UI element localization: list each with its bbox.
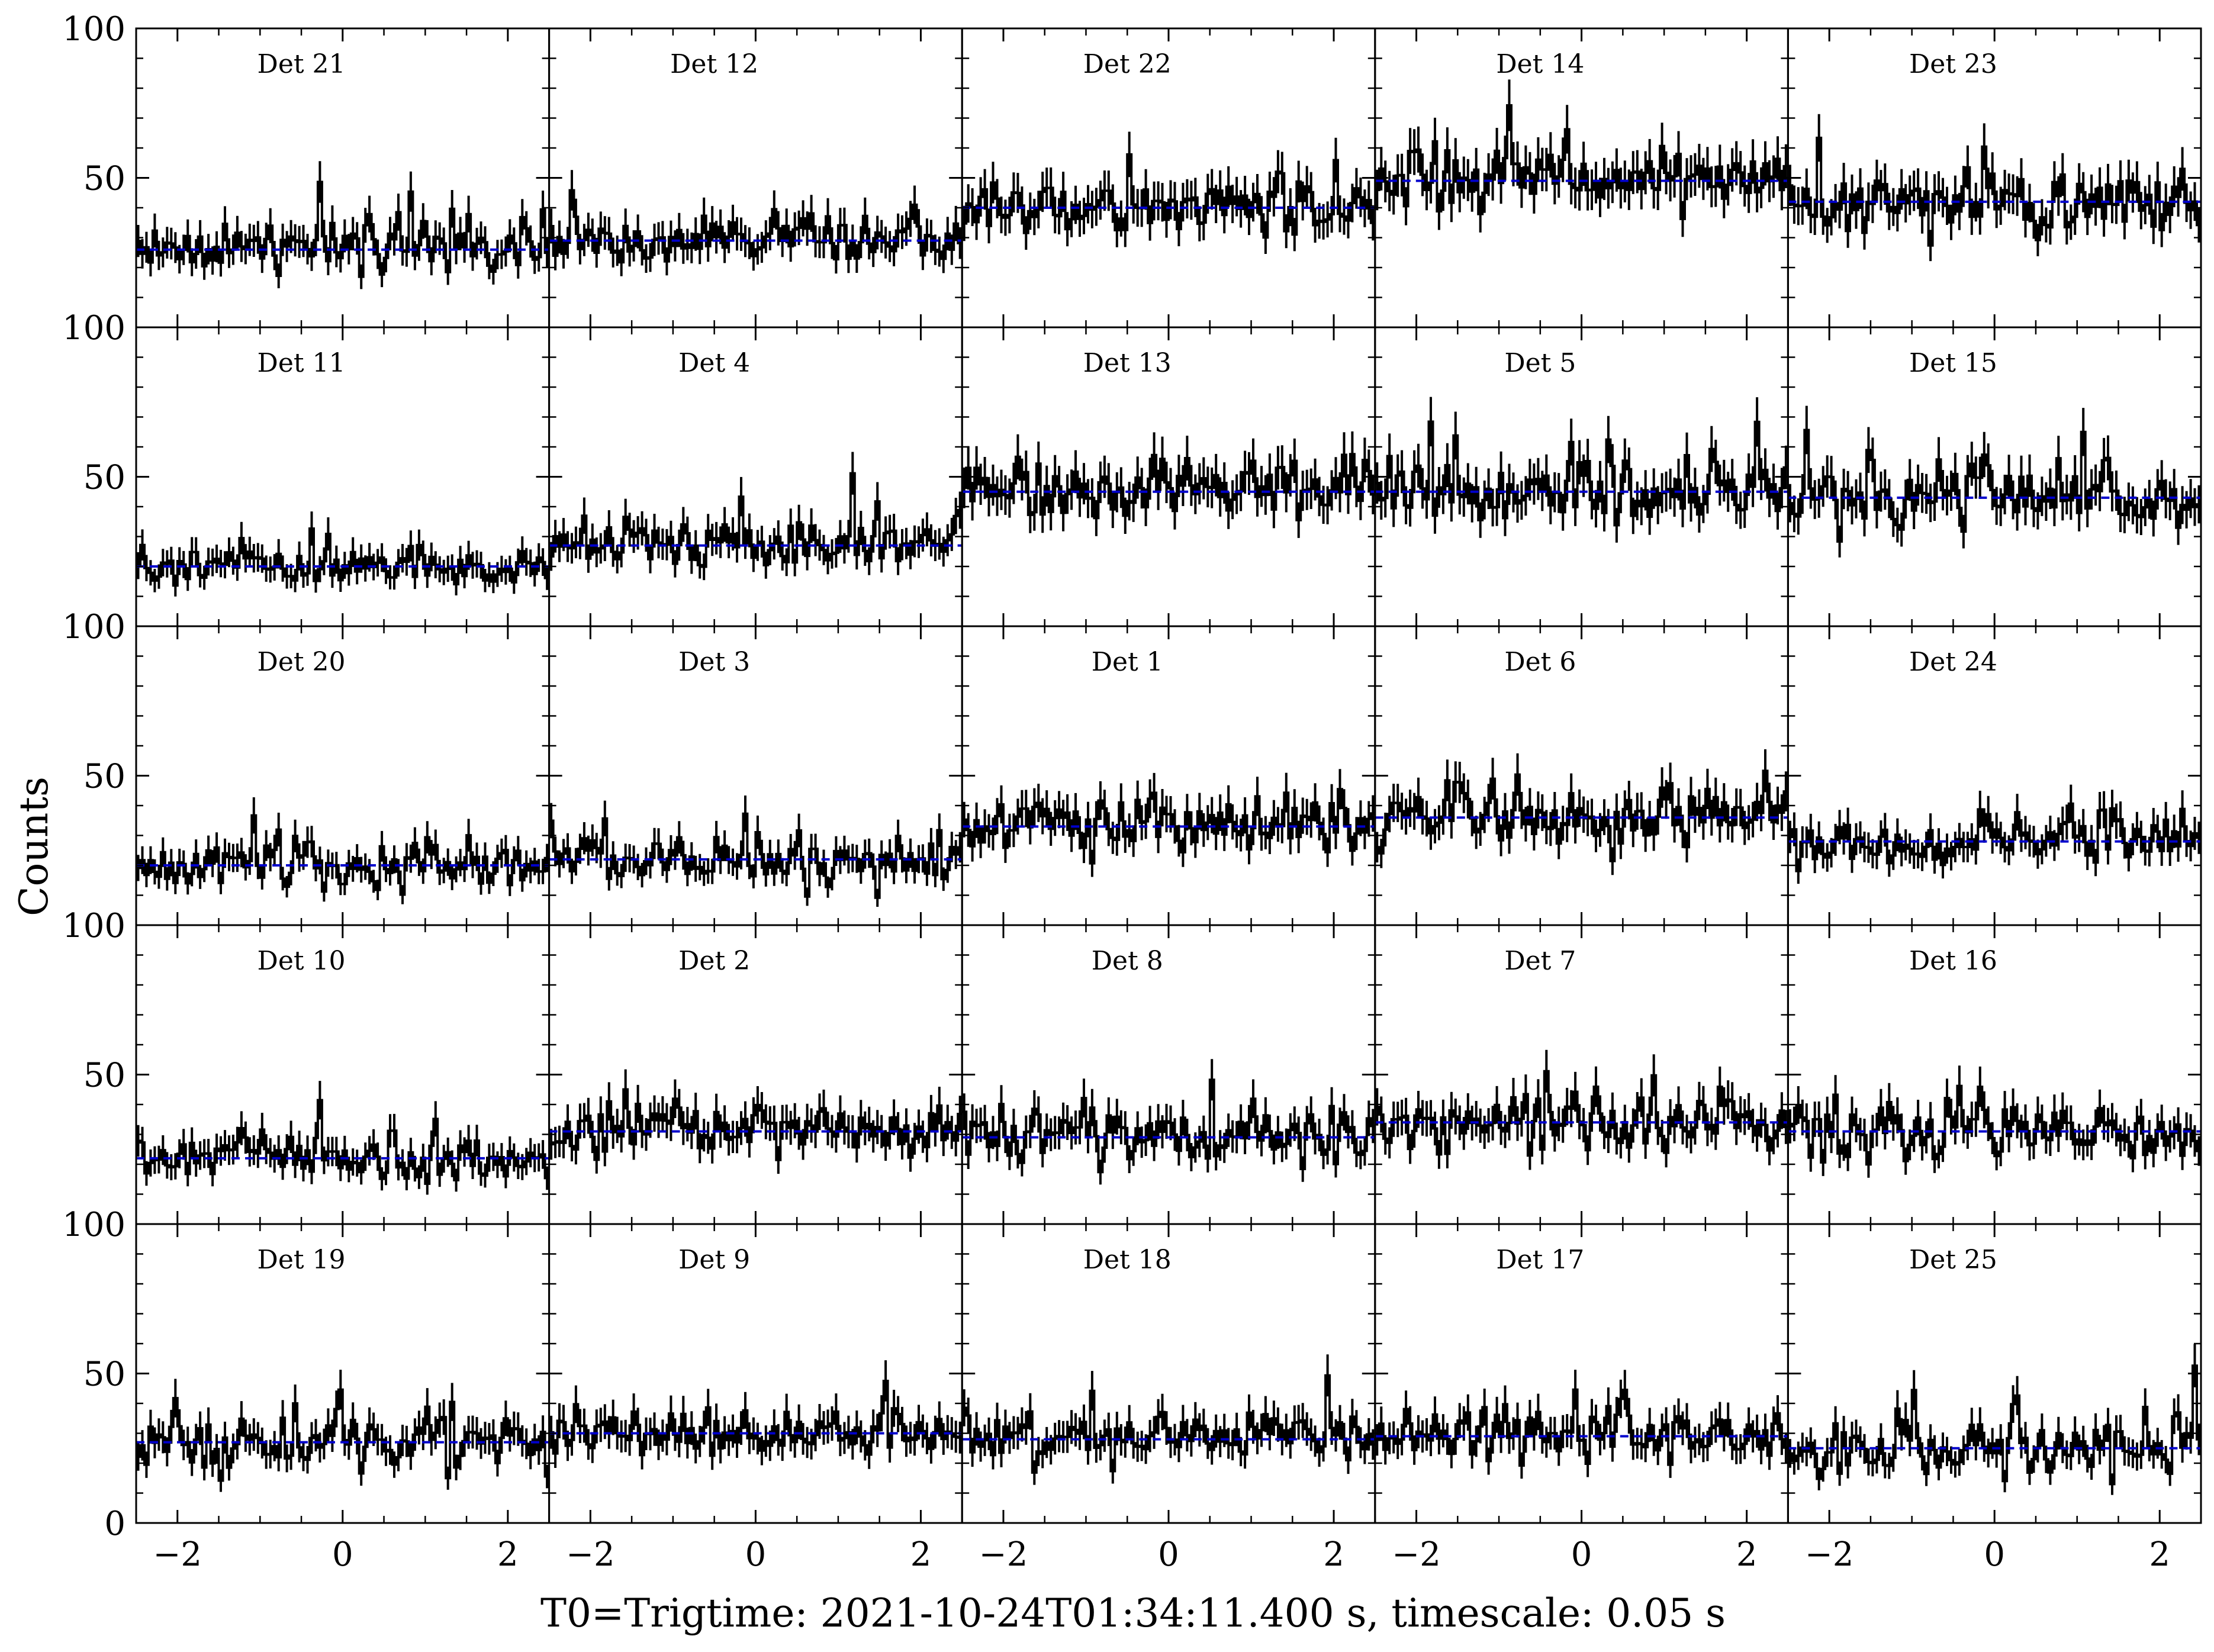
y-tick-label: 0	[104, 1505, 125, 1543]
panel-label: Det 19	[258, 1245, 346, 1275]
lightcurve-line	[136, 527, 549, 587]
panel-label: Det 16	[1909, 946, 1997, 976]
x-tick-label: 0	[1571, 1535, 1592, 1574]
lightcurve-line	[1788, 1084, 2201, 1166]
panel-label: Det 20	[258, 647, 346, 677]
panel-det-9: Det 9 −2 0 2	[548, 1223, 963, 1574]
panel-det-11: Det 11 50 100	[62, 309, 551, 627]
panel-label: Det 17	[1496, 1245, 1584, 1275]
panel-label: Det 4	[678, 348, 750, 378]
x-tick-label: 0	[332, 1535, 353, 1574]
lightcurve-line	[1375, 769, 1788, 862]
lightcurve-line	[962, 1374, 1375, 1474]
x-tick-label: −2	[153, 1535, 202, 1574]
lightcurve-line	[962, 453, 1375, 521]
lightcurve-line	[1375, 1388, 1788, 1467]
x-tick-label: −2	[979, 1535, 1028, 1574]
panel-label: Det 1	[1092, 647, 1163, 677]
panel-label: Det 21	[258, 49, 346, 79]
panel-label: Det 11	[258, 348, 346, 378]
panel-label: Det 22	[1083, 49, 1172, 79]
panel-label: Det 14	[1496, 49, 1584, 79]
lightcurve-line	[549, 812, 963, 899]
panel-det-10: Det 10 50 100	[62, 907, 551, 1225]
panel-label: Det 3	[678, 647, 750, 677]
panel-label: Det 10	[258, 946, 346, 976]
panel-det-20: Det 20 50 100	[62, 608, 551, 926]
panel-det-17: Det 17 −2 0 2	[1374, 1223, 1789, 1574]
lightcurve-line	[549, 1088, 963, 1161]
panel-label: Det 24	[1909, 647, 1997, 677]
y-tick-label: 100	[62, 907, 125, 945]
panel-label: Det 15	[1909, 348, 1997, 378]
x-tick-label: −2	[1805, 1535, 1854, 1574]
lightcurve-line	[962, 1078, 1375, 1174]
panel-label: Det 13	[1083, 348, 1172, 378]
x-tick-label: 2	[1736, 1535, 1758, 1574]
lightcurve-line	[962, 788, 1375, 865]
panel-det-15: Det 15	[1787, 326, 2202, 627]
x-tick-label: −2	[1392, 1535, 1441, 1574]
panel-det-4: Det 4	[548, 326, 963, 627]
panel-label: Det 12	[670, 49, 758, 79]
y-tick-label: 50	[83, 160, 125, 198]
y-tick-label: 50	[83, 758, 125, 796]
y-tick-label: 50	[83, 1057, 125, 1095]
x-tick-label: 2	[1323, 1535, 1344, 1574]
lightcurve-line	[136, 181, 549, 278]
panel-label: Det 18	[1083, 1245, 1172, 1275]
lightcurve-line	[549, 189, 963, 264]
panel-label: Det 5	[1504, 348, 1576, 378]
lightcurve-line	[1375, 420, 1788, 527]
x-axis-label: T0=Trigtime: 2021-10-24T01:34:11.400 s, …	[540, 1590, 1726, 1636]
y-tick-label: 100	[62, 1206, 125, 1244]
lightcurve-line	[1788, 136, 2201, 247]
panel-label: Det 7	[1504, 946, 1576, 976]
y-axis-label: Counts	[11, 777, 57, 916]
panel-det-21: Det 21 50 100	[62, 10, 551, 329]
panel-det-25: Det 25 −2 0 2	[1787, 1223, 2202, 1574]
x-tick-label: −2	[566, 1535, 615, 1574]
lightcurve-line	[1788, 802, 2201, 872]
panel-label: Det 9	[678, 1245, 750, 1275]
panel-label: Det 23	[1909, 49, 1997, 79]
lightcurve-line	[1375, 104, 1788, 220]
x-tick-label: 2	[910, 1535, 932, 1574]
y-tick-label: 50	[83, 459, 125, 497]
y-tick-label: 100	[62, 10, 125, 49]
panel-label: Det 25	[1909, 1245, 1997, 1275]
x-tick-label: 0	[1984, 1535, 2005, 1574]
y-tick-label: 100	[62, 309, 125, 347]
x-tick-label: 0	[1158, 1535, 1179, 1574]
x-tick-label: 2	[497, 1535, 519, 1574]
x-tick-label: 0	[745, 1535, 767, 1574]
x-tick-label: 2	[2149, 1535, 2170, 1574]
panel-label: Det 2	[678, 946, 750, 976]
panel-det-24: Det 24	[1787, 625, 2202, 926]
y-tick-label: 50	[83, 1355, 125, 1394]
panel-label: Det 8	[1092, 946, 1163, 976]
panel-label: Det 6	[1504, 647, 1576, 677]
panel-det-19: Det 19 0 50 100 −2 0 2	[62, 1206, 551, 1574]
lightcurve-line	[549, 472, 963, 568]
lightcurve-line	[962, 153, 1375, 239]
panel-det-12: Det 12	[548, 27, 963, 329]
y-tick-label: 100	[62, 608, 125, 646]
